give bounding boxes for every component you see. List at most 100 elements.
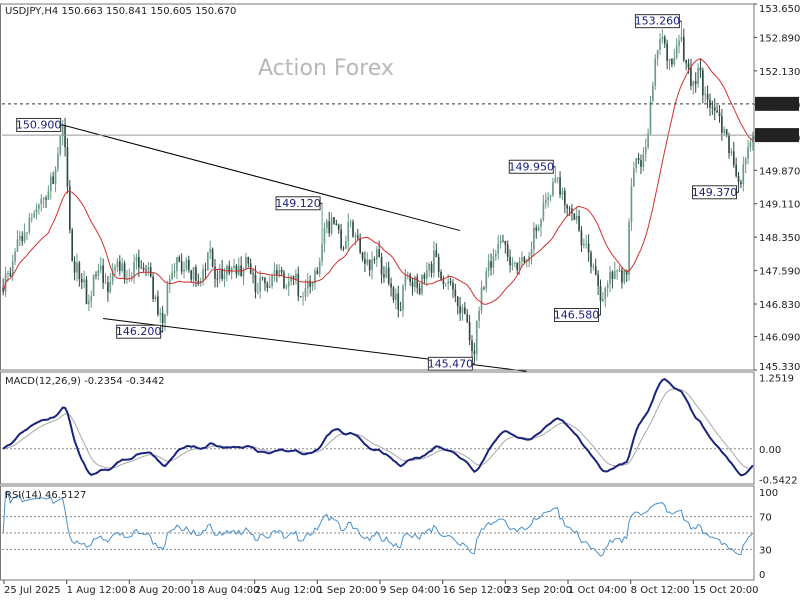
candle (533, 222, 535, 257)
candle (326, 218, 328, 234)
candle-body (623, 270, 626, 283)
candle-body (418, 287, 421, 294)
candle (556, 177, 559, 184)
candle-body (444, 283, 447, 285)
candle-body (292, 276, 295, 279)
candle (102, 258, 104, 290)
candle (461, 304, 464, 321)
candle (644, 138, 647, 162)
candle (273, 262, 276, 282)
candle-body (254, 274, 257, 293)
candle (95, 271, 97, 280)
candle (444, 283, 447, 287)
candle (356, 228, 359, 241)
candle (237, 257, 240, 277)
candle-body (226, 265, 228, 275)
candle-body (2, 287, 5, 293)
candle (742, 156, 745, 192)
candle-body (245, 256, 247, 270)
candle (471, 335, 473, 358)
candle (361, 251, 364, 262)
candle (542, 194, 545, 222)
candle (656, 49, 659, 66)
candle (173, 262, 176, 278)
candle-body (659, 39, 661, 51)
candle-body (742, 164, 745, 184)
candle (487, 254, 490, 278)
candle (611, 270, 614, 289)
candle-body (104, 282, 107, 284)
candle (209, 240, 212, 260)
candle-body (209, 249, 212, 253)
candle-body (102, 265, 104, 283)
candle (511, 257, 514, 271)
candle (214, 259, 216, 288)
candle (466, 309, 469, 323)
candle-body (533, 227, 535, 250)
candle-body (283, 272, 285, 288)
current-price-tag: 150.670 (758, 131, 799, 142)
candle (88, 294, 90, 312)
candle-body (261, 277, 264, 279)
candle (716, 105, 718, 113)
candle-body (730, 151, 733, 154)
candle (285, 284, 288, 290)
candle-body (497, 243, 500, 254)
candle (468, 314, 471, 346)
candle (221, 259, 223, 282)
candle (706, 85, 709, 109)
candle-body (540, 219, 542, 228)
candle (375, 245, 378, 267)
candle (116, 258, 119, 272)
candle-body (411, 281, 414, 288)
candle-body (735, 164, 737, 176)
candle-body (704, 94, 707, 96)
candle (592, 263, 595, 271)
candle (256, 282, 259, 295)
candle (433, 241, 435, 278)
candle-body (349, 221, 352, 223)
candle (509, 249, 511, 273)
candle-body (590, 252, 592, 267)
candle-body (459, 306, 461, 314)
date-tick-label: 25 Jul 2025 (4, 585, 61, 596)
candle-body (647, 133, 649, 147)
candle (692, 80, 695, 95)
candle (145, 264, 147, 277)
candle-body (378, 249, 381, 257)
candle-body (99, 265, 102, 271)
date-tick-label: 1 Oct 04:00 (568, 585, 627, 596)
candle (337, 223, 340, 234)
candle (223, 267, 226, 288)
candle (587, 234, 590, 262)
candle (699, 58, 702, 78)
candle (609, 265, 611, 293)
candle-body (142, 267, 145, 270)
candle (330, 212, 333, 236)
price-tick-label: 148.350 (759, 233, 800, 244)
candle (637, 153, 640, 165)
candle-body (652, 85, 654, 102)
candle (421, 274, 423, 296)
candle-body (166, 283, 169, 315)
candle (540, 217, 542, 237)
candle-body (594, 266, 597, 275)
candle-body (428, 264, 430, 271)
candle (135, 253, 138, 270)
candle (373, 256, 376, 264)
candle-body (204, 269, 207, 271)
candle (392, 285, 395, 303)
candle-body (140, 267, 143, 269)
candle-body (366, 259, 369, 264)
candle-body (16, 239, 19, 252)
candle-body (559, 177, 561, 195)
candle (299, 296, 302, 298)
candle-body (549, 195, 552, 197)
candle-body (456, 296, 459, 307)
candle-body (483, 287, 485, 289)
candle-body (268, 285, 271, 288)
candle (478, 306, 480, 329)
candle-body (216, 278, 219, 280)
candle (449, 277, 452, 286)
candle (749, 138, 752, 152)
